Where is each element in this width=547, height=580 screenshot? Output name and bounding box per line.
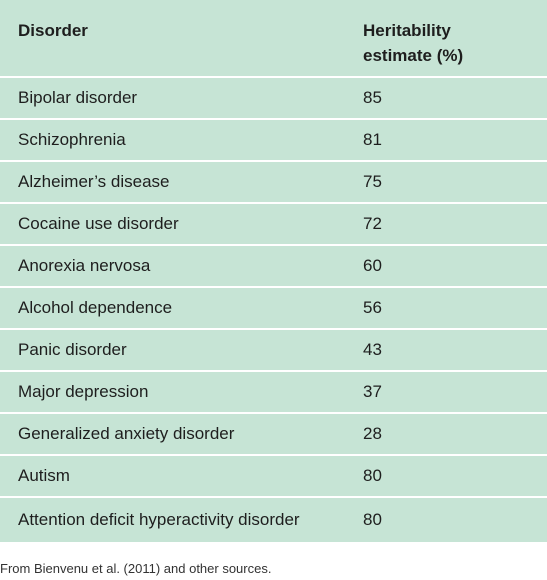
disorder-cell: Attention deficit hyperactivity disorder (0, 496, 363, 542)
disorder-cell: Autism (0, 454, 363, 497)
estimate-cell: 37 (363, 370, 547, 413)
table-row: Autism 80 (0, 454, 547, 497)
table-row: Attention deficit hyperactivity disorder… (0, 496, 547, 542)
header-cell: Heritability estimate (%) (363, 0, 547, 77)
source-note: From Bienvenu et al. (2011) and other so… (0, 561, 272, 576)
header-row: Disorder Heritability estimate (%) (0, 0, 547, 77)
estimate-cell: 85 (363, 76, 547, 119)
disorder-cell: Schizophrenia (0, 118, 363, 161)
estimate-cell: 81 (363, 118, 547, 161)
disorder-cell: Cocaine use disorder (0, 202, 363, 245)
table-row: Panic disorder 43 (0, 328, 547, 371)
disorder-cell: Alcohol dependence (0, 286, 363, 329)
table-body: Bipolar disorder 85 Schizophrenia 81 Alzheim… (0, 76, 547, 542)
estimate-cell: 60 (363, 244, 547, 287)
estimate-cell: 80 (363, 454, 547, 497)
estimate-cell: 80 (363, 496, 547, 542)
header-cell: Disorder (18, 21, 88, 40)
disorder-cell: Alzheimer’s disease (0, 160, 363, 203)
table-row: Schizophrenia 81 (0, 118, 547, 161)
disorder-cell: Generalized anxiety disorder (0, 412, 363, 455)
heritability-table: Disorder Heritability estimate (%) Bipol… (0, 0, 547, 542)
table-row: Generalized anxiety disorder 28 (0, 412, 547, 455)
estimate-cell: 56 (363, 286, 547, 329)
estimate-cell: 75 (363, 160, 547, 203)
header-text: Heritability estimate (%) (363, 21, 464, 65)
estimate-cell: 72 (363, 202, 547, 245)
estimate-cell: 28 (363, 412, 547, 455)
disorder-cell: Anorexia nervosa (0, 244, 363, 287)
table-row: Anorexia nervosa 60 (0, 244, 547, 287)
disorder-cell: Panic disorder (0, 328, 363, 371)
table-row: Alcohol dependence 56 (0, 286, 547, 329)
table-row: Alzheimer’s disease 75 (0, 160, 547, 203)
table-row: Major depression 37 (0, 370, 547, 413)
table-row: Cocaine use disorder 72 (0, 202, 547, 245)
table-row: Bipolar disorder 85 (0, 76, 547, 119)
disorder-cell: Bipolar disorder (0, 76, 363, 119)
disorder-cell: Major depression (0, 370, 363, 413)
estimate-cell: 43 (363, 328, 547, 371)
